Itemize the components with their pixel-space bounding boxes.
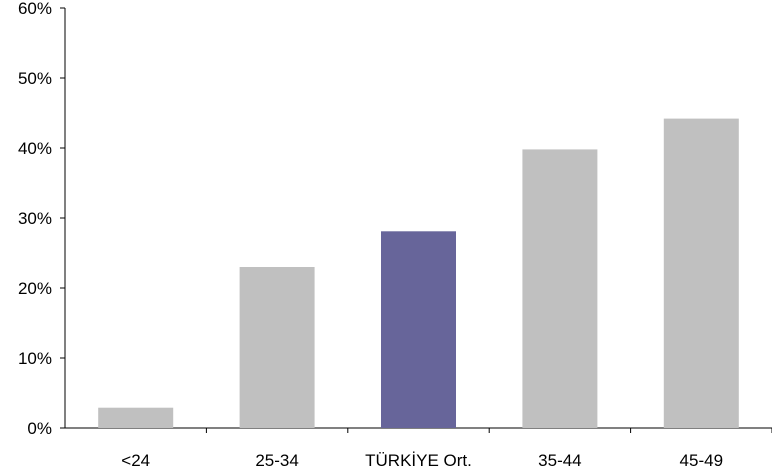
bar (98, 407, 174, 428)
bars (98, 118, 739, 428)
bar (522, 149, 598, 428)
bar (239, 267, 315, 428)
y-tick-label: 0% (27, 419, 52, 438)
x-tick-label: 25-34 (255, 451, 298, 470)
y-tick-label: 10% (18, 349, 52, 368)
y-tick-label: 50% (18, 69, 52, 88)
x-tick-label: <24 (121, 451, 150, 470)
y-tick-label: 20% (18, 279, 52, 298)
y-tick-label: 40% (18, 139, 52, 158)
bar-highlight (381, 231, 456, 428)
y-tick-label: 30% (18, 209, 52, 228)
x-tick-label: TÜRKİYE Ort. (365, 451, 472, 470)
x-tick-label: 45-49 (680, 451, 723, 470)
y-tick-label: 60% (18, 0, 52, 18)
bar (663, 118, 739, 428)
x-tick-label: 35-44 (538, 451, 581, 470)
y-axis: 0% 10% 20% 30% 40% 50% 60% (18, 0, 66, 438)
x-axis: <24 25-34 TÜRKİYE Ort. 35-44 45-49 (65, 427, 772, 470)
